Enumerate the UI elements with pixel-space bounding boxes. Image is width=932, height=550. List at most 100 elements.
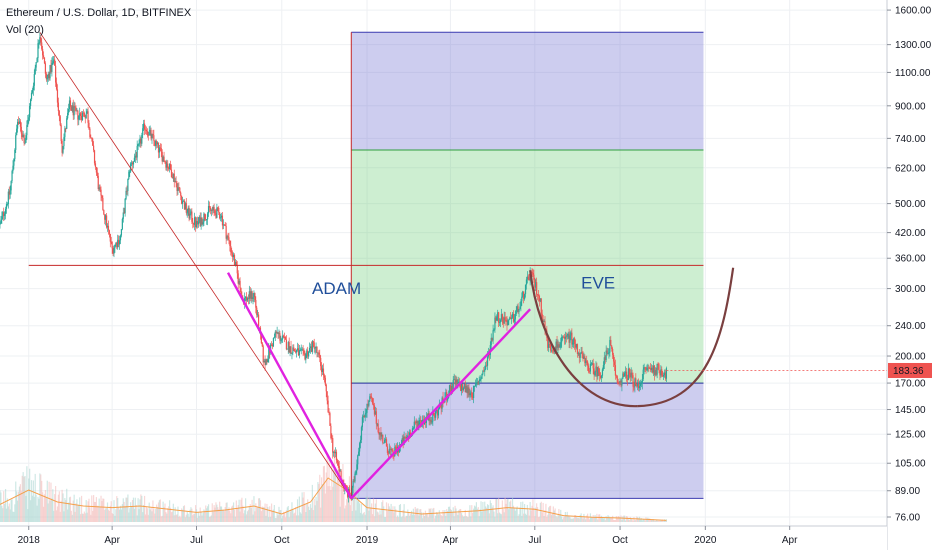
candle-body <box>412 428 414 430</box>
candle-body <box>115 242 117 245</box>
volume-bar <box>429 508 431 522</box>
volume-bar <box>31 495 34 522</box>
volume-bar <box>559 515 561 522</box>
candle-body <box>139 138 141 144</box>
candle-body <box>248 291 250 299</box>
volume-bar <box>309 504 312 522</box>
volume-bar <box>13 511 15 522</box>
symbol-title[interactable]: Ethereum / U.S. Dollar, 1D, BITFINEX <box>6 7 192 19</box>
candle-body <box>162 156 164 162</box>
candle-body <box>616 376 618 383</box>
candle-body <box>395 446 397 449</box>
candle-body <box>234 261 237 266</box>
volume-bar <box>460 513 463 522</box>
candle-body <box>501 314 503 322</box>
candle-body <box>543 321 545 322</box>
candle-body <box>540 298 542 314</box>
candle-body <box>365 412 367 414</box>
volume-bar <box>48 481 50 522</box>
candle-body <box>61 140 63 153</box>
volume-bar <box>65 500 67 522</box>
candle-body <box>324 377 326 385</box>
volume-bar <box>106 502 109 522</box>
price-axis[interactable]: 1600.00 1300.00 1100.00 900.00 740.00 620.00 5… <box>666 0 932 550</box>
candle-body <box>166 163 168 168</box>
candle-body <box>87 111 89 123</box>
last-price-label: 183.36 <box>893 366 924 377</box>
candle-body <box>521 296 523 302</box>
candle-body <box>415 422 417 424</box>
candle-body <box>148 131 150 136</box>
candle-body <box>496 316 498 321</box>
candle-body <box>159 147 161 149</box>
candle-body <box>418 420 420 428</box>
volume-bar <box>351 511 353 522</box>
volume-bar <box>42 492 44 522</box>
volume-bar <box>182 506 185 522</box>
volume-bar <box>340 473 342 522</box>
volume-bar <box>368 510 370 522</box>
candle-body <box>0 219 2 224</box>
candle-body <box>522 291 524 297</box>
volume-bar <box>605 516 607 522</box>
volume-bar <box>221 509 224 522</box>
volume-bar <box>387 503 389 522</box>
volume-bar <box>656 519 658 522</box>
volume-bar <box>594 514 596 522</box>
candle-body <box>167 163 169 169</box>
candle-body <box>130 163 132 172</box>
volume-bar <box>278 506 280 522</box>
candle-body <box>314 347 316 349</box>
volume-bar <box>227 510 229 522</box>
volume-bar <box>29 468 31 522</box>
volume-bar <box>382 500 384 522</box>
candle-body <box>267 359 269 363</box>
volume-bar <box>542 502 544 522</box>
volume-bar <box>384 517 386 522</box>
candle-body <box>454 379 456 385</box>
candle-body <box>138 143 140 145</box>
candle-body <box>88 122 90 129</box>
volume-bar <box>626 516 629 522</box>
candle-body <box>16 128 18 136</box>
candle-body <box>338 466 340 472</box>
volume-bar <box>367 497 369 522</box>
volume-bar <box>274 518 276 522</box>
candle-body <box>402 438 404 445</box>
volume-bars <box>0 455 668 522</box>
candle-body <box>638 384 640 389</box>
candle-body <box>451 385 453 391</box>
candle-body <box>625 371 628 379</box>
volume-bar <box>588 519 591 522</box>
candle-body <box>298 350 300 356</box>
price-tick-label: 170.00 <box>895 379 926 390</box>
candle-body <box>310 346 313 352</box>
volume-indicator-label[interactable]: Vol (20) <box>6 24 44 36</box>
candle-body <box>472 397 474 399</box>
candle-body <box>623 373 625 377</box>
volume-bar <box>536 507 539 522</box>
candle-body <box>301 349 303 351</box>
volume-bar <box>541 512 543 522</box>
price-tick-label: 89.00 <box>895 486 920 497</box>
candle-body <box>183 200 186 210</box>
volume-bar <box>23 476 25 522</box>
volume-bar <box>171 511 173 522</box>
last-price-tag <box>888 362 932 378</box>
candle-body <box>293 347 295 351</box>
volume-bar <box>170 512 173 522</box>
volume-bar <box>380 514 382 522</box>
candle-body <box>582 354 584 359</box>
volume-bar <box>161 515 163 522</box>
candle-body <box>102 198 104 210</box>
candle-body <box>476 382 478 383</box>
volume-bar <box>612 515 614 522</box>
time-axis[interactable]: 2018 Apr Jul Oct 2019 Apr Jul Oct 2020 Apr <box>0 525 887 550</box>
candle-body <box>626 378 629 380</box>
candle-body <box>27 119 29 126</box>
volume-bar <box>371 514 374 522</box>
candle-body <box>536 282 538 295</box>
volume-bar <box>406 515 408 522</box>
volume-bar <box>619 517 621 522</box>
